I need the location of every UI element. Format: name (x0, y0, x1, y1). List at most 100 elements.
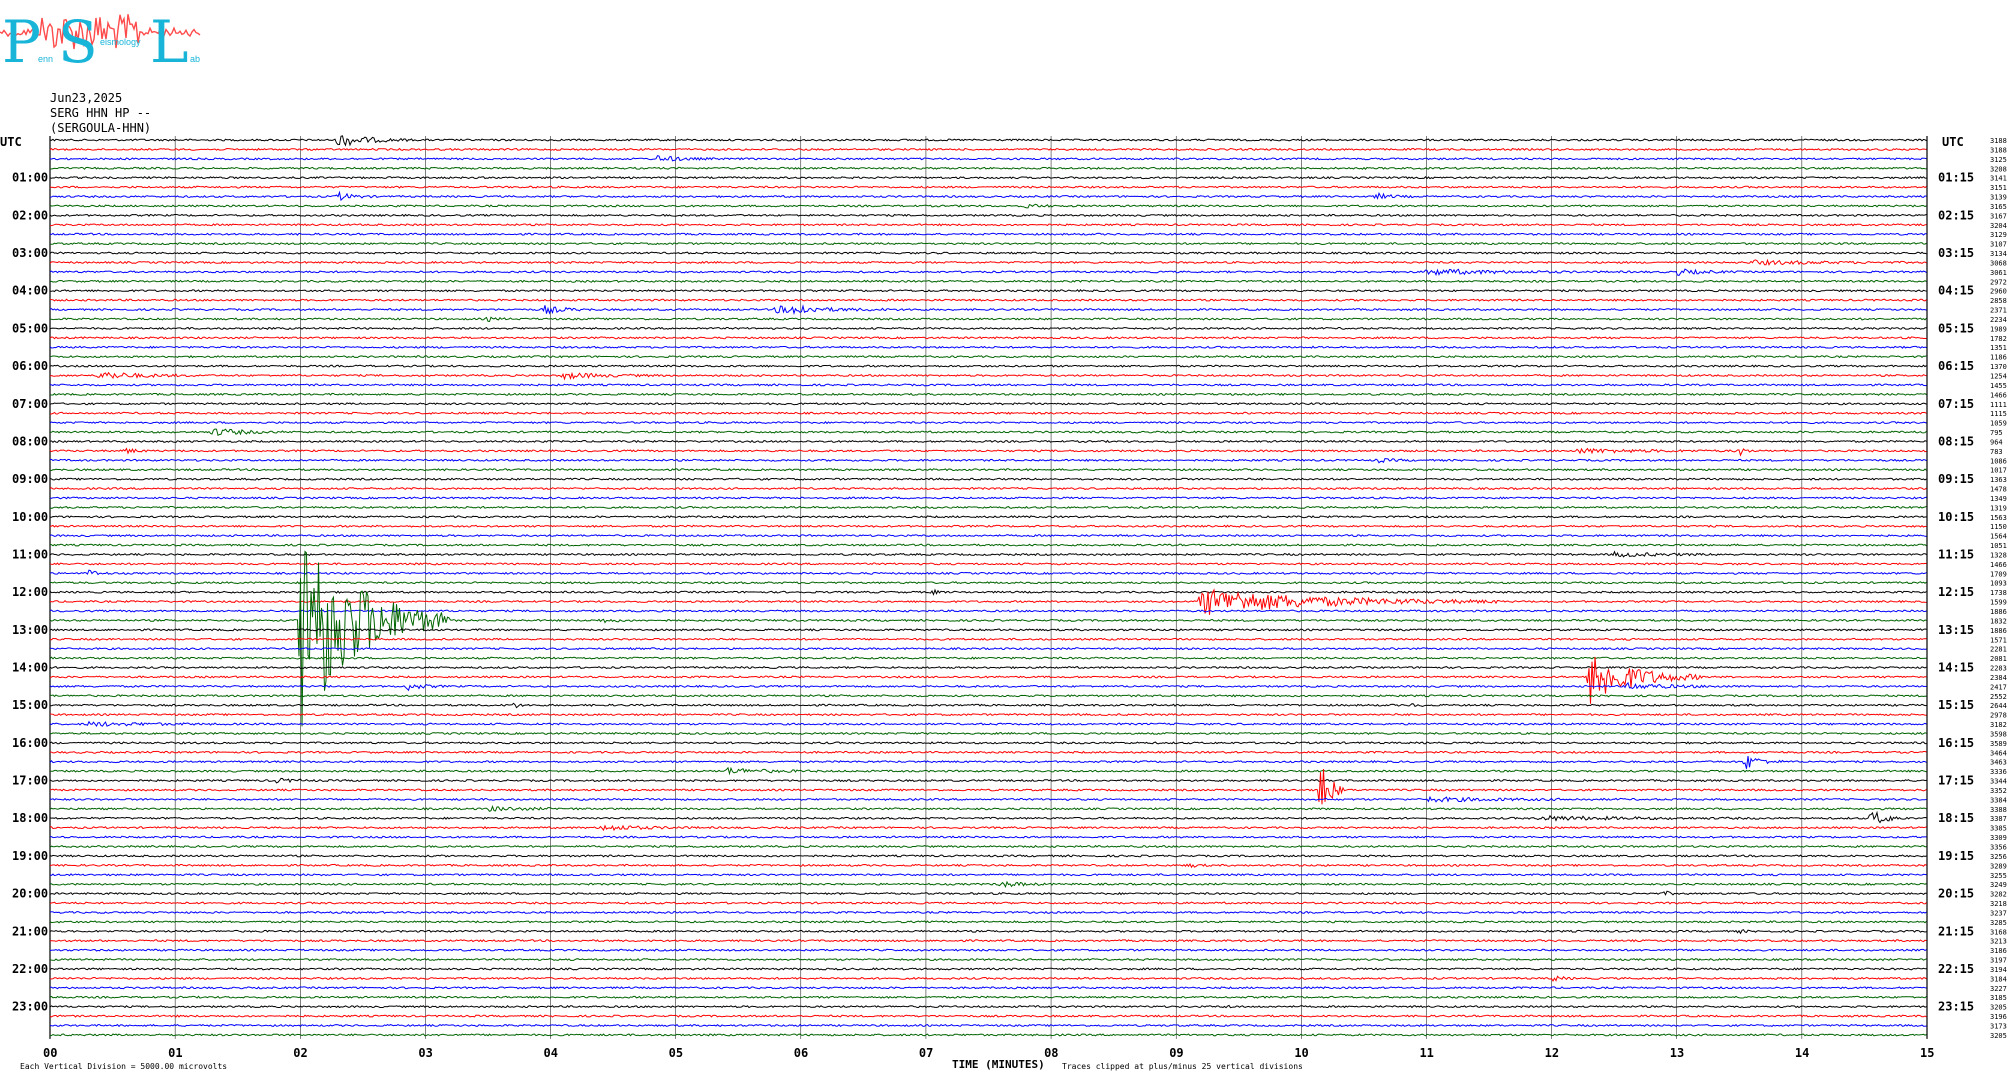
trace-71 (49, 805, 1927, 812)
rms-value: 3356 (1990, 844, 2007, 852)
right-hour-label: 09:15 (1938, 472, 1974, 486)
x-tick-label: 08 (1044, 1046, 1058, 1060)
right-hour-label: 22:15 (1938, 962, 1974, 976)
trace-6 (49, 190, 1927, 202)
trace-75 (49, 844, 1927, 849)
trace-45 (49, 562, 1927, 566)
rms-value: 3237 (1990, 909, 2007, 917)
psl-logo: P S L enn eismology ab (0, 8, 201, 76)
right-hour-label: 04:15 (1938, 284, 1974, 298)
rms-value: 3196 (1990, 1013, 2007, 1021)
right-hour-label: 14:15 (1938, 661, 1974, 675)
trace-82 (49, 910, 1927, 915)
x-tick-label: 14 (1795, 1046, 1809, 1060)
trace-8 (49, 213, 1927, 217)
trace-7 (49, 203, 1927, 209)
rms-value: 3184 (1990, 975, 2007, 983)
rms-value: 3168 (1990, 928, 2007, 936)
x-tick-labels: 00 01 02 03 04 05 06 07 08 09 10 11 12 13 14 15 (43, 1046, 1934, 1060)
trace-20 (49, 326, 1927, 331)
x-tick-label: 10 (1294, 1046, 1308, 1060)
right-hour-label: 20:15 (1938, 887, 1974, 901)
rms-value: 3344 (1990, 778, 2007, 786)
right-hour-label: 19:15 (1938, 849, 1974, 863)
rms-value: 1571 (1990, 636, 2007, 644)
rms-value: 964 (1990, 438, 2003, 446)
rms-value: 3205 (1990, 1004, 2007, 1012)
trace-52 (49, 628, 1927, 632)
left-hour-label: 10:00 (12, 510, 48, 524)
trace-87 (49, 957, 1927, 962)
trace-40 (50, 515, 1927, 519)
rms-value: 2644 (1990, 702, 2007, 710)
trace-68 (49, 777, 1927, 784)
rms-value: 1370 (1990, 363, 2007, 371)
rms-value: 3151 (1990, 184, 2007, 192)
trace-33 (49, 447, 1927, 457)
x-tick-label: 13 (1670, 1046, 1684, 1060)
rms-value: 1466 (1990, 391, 2007, 399)
rms-value: 2978 (1990, 712, 2007, 720)
left-hour-label: 02:00 (12, 208, 48, 222)
rms-value: 2371 (1990, 307, 2007, 315)
x-axis-title: TIME (MINUTES) (952, 1058, 1045, 1071)
logo-letter-p: P (2, 8, 41, 76)
scale-note: Each Vertical Division = 5000.00 microvo… (20, 1062, 227, 1071)
rms-value: 3139 (1990, 194, 2007, 202)
rms-value: 3255 (1990, 872, 2007, 880)
rms-value: 2283 (1990, 665, 2007, 673)
trace-19 (49, 316, 1927, 323)
rms-value: 3186 (1990, 947, 2007, 955)
x-tick-label: 06 (794, 1046, 808, 1060)
rms-value: 1563 (1990, 514, 2007, 522)
trace-92 (49, 1004, 1927, 1009)
trace-80 (49, 890, 1927, 896)
rms-value: 1564 (1990, 533, 2007, 541)
trace-18 (49, 304, 1927, 315)
x-tick-label: 11 (1419, 1046, 1433, 1060)
trace-76 (49, 854, 1927, 858)
rms-value: 1478 (1990, 486, 2007, 494)
trace-0 (49, 135, 1927, 147)
right-hour-label: 15:15 (1938, 698, 1974, 712)
trace-43 (49, 543, 1927, 547)
left-hour-label: 05:00 (12, 321, 48, 335)
left-hour-label: 06:00 (12, 359, 48, 373)
left-hour-label: 16:00 (12, 736, 48, 750)
trace-48 (49, 588, 1927, 596)
left-hour-label: 17:00 (12, 774, 48, 788)
trace-47 (49, 581, 1927, 585)
right-hour-label: 05:15 (1938, 321, 1974, 335)
trace-14 (49, 268, 1927, 276)
x-tick-label: 07 (919, 1046, 933, 1060)
left-hour-labels: 01:00 02:00 03:00 04:00 05:00 06:00 07:00 08:00… (12, 171, 48, 1014)
trace-15 (49, 279, 1927, 283)
trace-60 (49, 702, 1927, 709)
trace-54 (49, 647, 1927, 651)
left-hour-label: 23:00 (12, 1000, 48, 1014)
trace-74 (49, 835, 1927, 839)
trace-38 (49, 496, 1927, 500)
trace-50 (49, 609, 1927, 613)
trace-81 (49, 901, 1927, 905)
left-hour-label: 03:00 (12, 246, 48, 260)
rms-value: 2417 (1990, 683, 2007, 691)
trace-42 (49, 533, 1927, 538)
rms-value: 3282 (1990, 891, 2007, 899)
rms-value: 1738 (1990, 589, 2007, 597)
trace-53 (49, 637, 1927, 641)
trace-62 (49, 720, 1927, 727)
x-tick-label: 02 (293, 1046, 307, 1060)
rms-value: 1150 (1990, 523, 2007, 531)
right-hour-labels: 01:15 02:15 03:15 04:15 05:15 06:15 07:15 08:15… (1938, 171, 1974, 1014)
rms-value: 3197 (1990, 957, 2007, 965)
logo-small-text-3: ab (190, 54, 200, 64)
right-hour-label: 07:15 (1938, 397, 1974, 411)
trace-28 (49, 402, 1927, 406)
trace-17 (49, 298, 1927, 302)
trace-95 (49, 1033, 1927, 1037)
rms-value: 1989 (1990, 325, 2007, 333)
x-tick-label: 01 (168, 1046, 182, 1060)
right-utc-label: UTC (1942, 135, 1964, 149)
trace-88 (49, 967, 1927, 971)
